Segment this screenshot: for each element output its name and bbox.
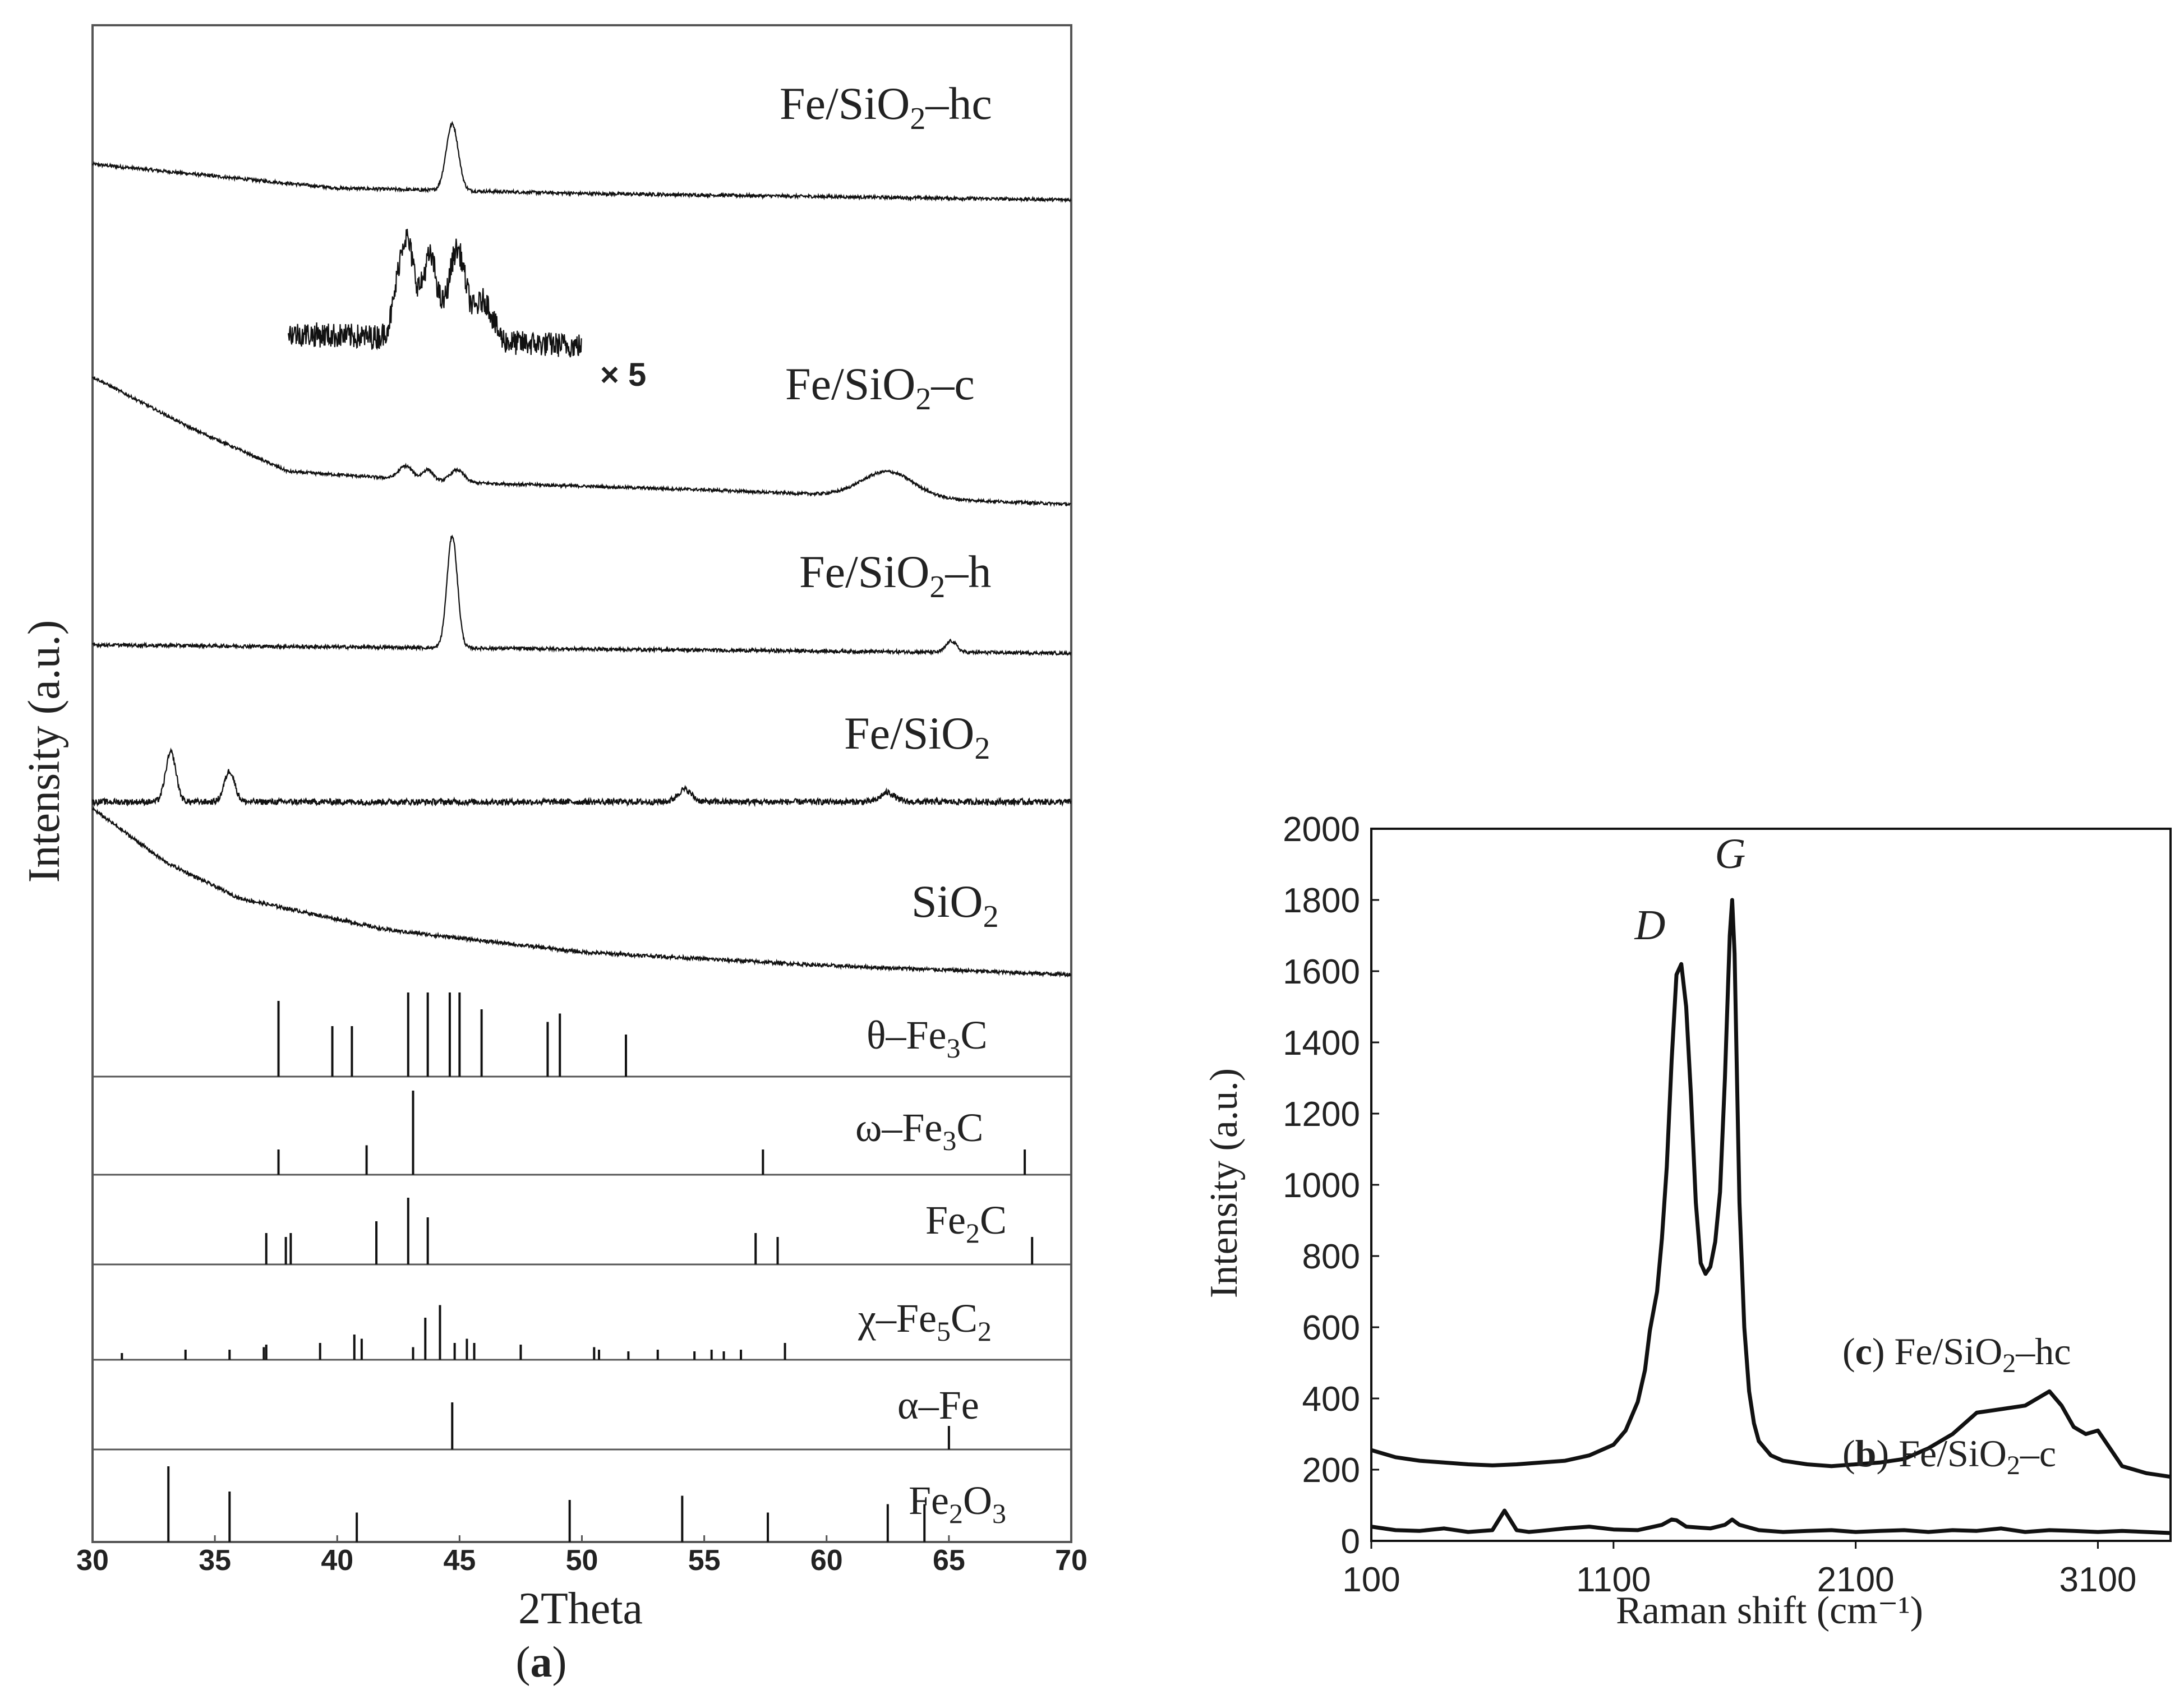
x-tick-label-30: 30: [76, 1544, 109, 1577]
xrd-trace-2: [92, 534, 1072, 657]
legend-b-fe-sio2-c: (b) Fe/SiO2–c: [1842, 1432, 2056, 1480]
panel-a-xrd: 30 35 40 45 50 55 60 65 70 Fe/SiO2–hc Fe/SiO2–c …: [20, 24, 1088, 1686]
label-fe-sio2-hc: Fe/SiO2–hc: [780, 78, 992, 136]
label-theta-fe3c: θ–Fe3C: [867, 1013, 988, 1064]
annotation-g-band: G: [1715, 830, 1746, 878]
raman-y-tick-label-600: 600: [1302, 1309, 1360, 1347]
times5-label: × 5: [600, 357, 646, 393]
xrd-trace-1: [91, 376, 1071, 507]
panel-a-caption: (a): [516, 1637, 567, 1686]
panel-a-x-axis-title: 2Theta: [518, 1584, 643, 1633]
x-tick-label-65: 65: [933, 1544, 965, 1577]
label-fe2c: Fe2C: [925, 1198, 1007, 1249]
raman-y-tick-label-1800: 1800: [1283, 881, 1360, 920]
raman-traces: [1371, 898, 2171, 1535]
xrd-trace-4: [91, 806, 1072, 978]
raman-y-tick-label-2000: 2000: [1283, 810, 1360, 849]
raman-x-tick-label-2100: 2100: [1817, 1561, 1895, 1599]
label-fe-sio2: Fe/SiO2: [844, 708, 990, 766]
raman-y-tick-label-1200: 1200: [1283, 1095, 1360, 1134]
raman-series-b: [1371, 1508, 2171, 1535]
label-fe2o3: Fe2O3: [909, 1478, 1006, 1529]
panel-a-x-ticks: 30 35 40 45 50 55 60 65 70: [76, 1535, 1088, 1577]
annotation-d-band: D: [1634, 902, 1666, 949]
label-fe-sio2-c: Fe/SiO2–c: [785, 358, 975, 417]
x-tick-label-40: 40: [321, 1544, 353, 1577]
raman-x-tick-label-3100: 3100: [2059, 1561, 2136, 1599]
panel-a-y-axis-title: Intensity (a.u.): [20, 620, 69, 883]
x-tick-label-35: 35: [199, 1544, 231, 1577]
reference-stick-patterns: [121, 992, 1034, 1542]
label-alpha-fe: α–Fe: [897, 1383, 979, 1428]
label-chi-fe5c2: χ–Fe5C2: [858, 1296, 992, 1347]
raman-x-tick-label-100: 100: [1342, 1561, 1400, 1599]
raman-y-tick-label-400: 400: [1302, 1380, 1360, 1419]
raman-series-c: [1371, 898, 2171, 1479]
xrd-traces: [91, 121, 1072, 978]
panel-raman: 0 200 400 600 800 1000 1200 1400 1600 1800 2000 100…: [1202, 810, 2172, 1632]
legend-c-fe-sio2-hc: (c) Fe/SiO2–hc: [1842, 1330, 2071, 1378]
x-tick-label-45: 45: [443, 1544, 476, 1577]
x-tick-label-55: 55: [688, 1544, 721, 1577]
x-tick-label-70: 70: [1055, 1544, 1088, 1577]
label-omega-fe3c: ω–Fe3C: [855, 1105, 983, 1156]
label-fe-sio2-h: Fe/SiO2–h: [799, 546, 991, 604]
raman-y-tick-label-1400: 1400: [1283, 1024, 1360, 1063]
raman-ticks: 0 200 400 600 800 1000 1200 1400 1600 1800 2000 100…: [1283, 810, 2136, 1599]
raman-y-tick-label-1000: 1000: [1283, 1166, 1360, 1205]
raman-x-axis-title: Raman shift (cm⁻¹): [1616, 1589, 1923, 1632]
raman-y-tick-label-200: 200: [1302, 1451, 1360, 1490]
x-tick-label-60: 60: [810, 1544, 843, 1577]
xrd-trace-0: [91, 121, 1072, 204]
xrd-inset-x5: [287, 229, 582, 358]
x-tick-label-50: 50: [566, 1544, 598, 1577]
raman-y-axis-title: Intensity (a.u.): [1202, 1068, 1246, 1298]
label-sio2: SiO2: [911, 876, 999, 934]
raman-y-tick-label-1600: 1600: [1283, 953, 1360, 991]
raman-y-tick-label-800: 800: [1302, 1238, 1360, 1276]
xrd-trace-3: [91, 747, 1072, 807]
raman-x-tick-label-1100: 1100: [1576, 1561, 1651, 1599]
raman-y-tick-label-0: 0: [1341, 1522, 1360, 1561]
